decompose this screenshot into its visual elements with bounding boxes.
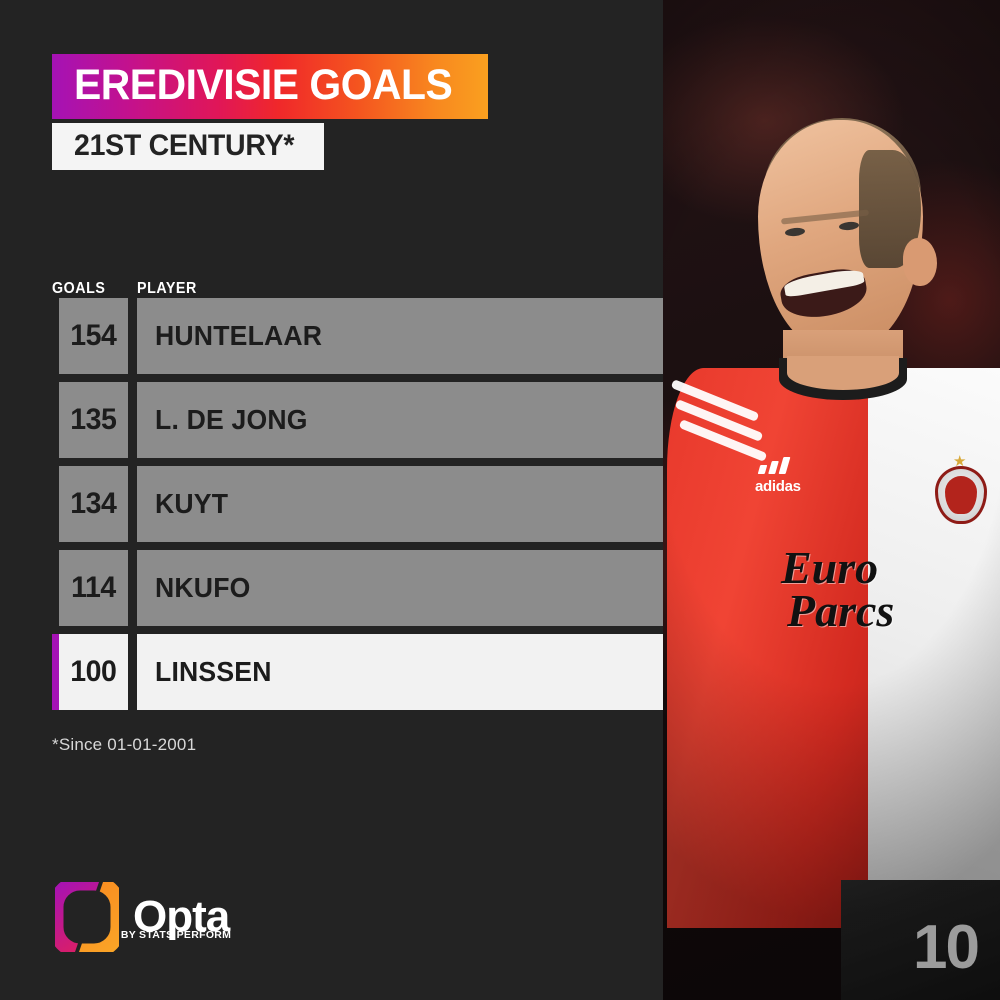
- player-name: LINSSEN: [155, 656, 272, 687]
- cell-goals: 134: [59, 466, 128, 542]
- cell-goals: 100: [59, 634, 128, 710]
- adidas-logo-icon: [757, 457, 803, 474]
- row-accent-bar: [52, 466, 59, 542]
- goals-value: 100: [70, 655, 117, 688]
- cell-player: KUYT: [137, 466, 667, 542]
- cell-divider: [128, 634, 137, 710]
- row-accent-bar: [52, 634, 59, 710]
- page-title: EREDIVISIE GOALS: [74, 61, 453, 109]
- cell-divider: [128, 382, 137, 458]
- player-photo: adidas Euro Parcs ★ 10: [663, 0, 1000, 1000]
- cell-goals: 114: [59, 550, 128, 626]
- player-name: KUYT: [155, 488, 229, 519]
- cell-divider: [128, 298, 137, 374]
- cell-goals: 154: [59, 298, 128, 374]
- cell-player: L. DE JONG: [137, 382, 667, 458]
- row-accent-bar: [52, 298, 59, 374]
- goals-value: 134: [70, 487, 117, 520]
- page-subtitle: 21ST CENTURY*: [74, 129, 295, 162]
- goals-value: 114: [71, 571, 116, 604]
- cell-player: HUNTELAAR: [137, 298, 667, 374]
- subtitle-bar: 21ST CENTURY*: [52, 123, 324, 170]
- table-row[interactable]: 154 HUNTELAAR: [52, 298, 667, 374]
- cell-player: NKUFO: [137, 550, 667, 626]
- row-accent-bar: [52, 550, 59, 626]
- opta-mark-icon: [55, 882, 119, 952]
- table-row[interactable]: 135 L. DE JONG: [52, 382, 667, 458]
- goals-table: GOALS PLAYER 154 HUNTELAAR 135: [52, 272, 667, 718]
- table-row[interactable]: 134 KUYT: [52, 466, 667, 542]
- jersey-collar-inner: [787, 356, 899, 390]
- goals-value: 154: [70, 319, 117, 352]
- title-gradient-bar: EREDIVISIE GOALS: [52, 54, 489, 119]
- column-header-goals: GOALS: [52, 280, 106, 297]
- table-header-row: GOALS PLAYER: [52, 272, 667, 298]
- player-name: HUNTELAAR: [155, 320, 323, 351]
- opta-wordmark: Opta BY STATS PERFORM: [121, 892, 231, 942]
- photo-ear: [903, 238, 937, 286]
- sponsor-line-1: Euro: [781, 542, 879, 593]
- opta-tagline: BY STATS PERFORM: [120, 929, 232, 941]
- kit-brand-label: adidas: [755, 478, 801, 495]
- opta-word: Opta: [133, 892, 230, 941]
- jersey-white-half: [868, 368, 1000, 928]
- cell-goals: 135: [59, 382, 128, 458]
- table-row-highlighted[interactable]: 100 LINSSEN: [52, 634, 667, 710]
- left-panel: EREDIVISIE GOALS 21ST CENTURY* GOALS PLA…: [52, 54, 667, 952]
- photo-shorts: [841, 880, 1000, 1000]
- player-name: NKUFO: [155, 572, 251, 603]
- column-header-player: PLAYER: [137, 280, 197, 297]
- table-row[interactable]: 114 NKUFO: [52, 550, 667, 626]
- row-accent-bar: [52, 382, 59, 458]
- opta-logo: Opta BY STATS PERFORM: [55, 882, 231, 952]
- shirt-number: 10: [913, 913, 980, 982]
- title-block: EREDIVISIE GOALS 21ST CENTURY*: [52, 54, 489, 170]
- sponsor-line-2: Parcs: [787, 585, 895, 637]
- jersey-sponsor: Euro Parcs: [781, 545, 991, 637]
- player-name: L. DE JONG: [155, 404, 308, 435]
- club-crest-inner: [945, 476, 977, 514]
- goals-value: 135: [70, 403, 117, 436]
- cell-divider: [128, 466, 137, 542]
- footnote: *Since 01-01-2001: [52, 735, 197, 754]
- jersey-red-half: [667, 368, 872, 928]
- photo-jersey: [663, 368, 1000, 928]
- cell-player: LINSSEN: [137, 634, 667, 710]
- cell-divider: [128, 550, 137, 626]
- crest-star-icon: ★: [953, 453, 967, 470]
